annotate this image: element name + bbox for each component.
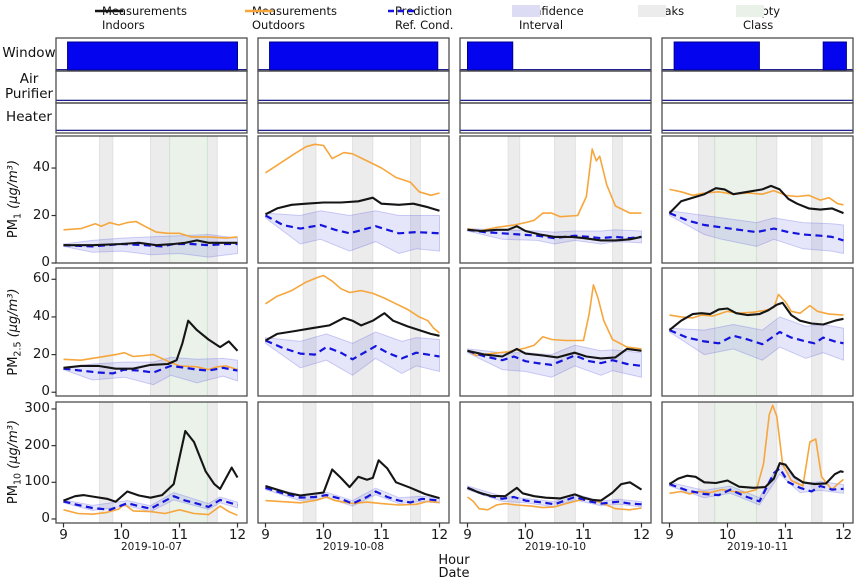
- x-tick-label: 11: [372, 527, 391, 543]
- x-tick-label: 9: [59, 527, 68, 543]
- legend-item-empty-class: Empty Class: [736, 4, 780, 32]
- x-tick-label: 11: [170, 527, 189, 543]
- x-tick-label: 10: [718, 527, 737, 543]
- x-tick-label: 9: [665, 527, 674, 543]
- x-tick-label: 10: [314, 527, 333, 543]
- window-row-label: Window: [2, 45, 56, 61]
- x-tick-label: 12: [632, 527, 651, 543]
- legend-item-measurements-outdoors: Measurements Outdoors: [245, 4, 337, 32]
- date-label: 2019-10-07: [120, 541, 183, 553]
- heater-row-label: Heater: [6, 109, 52, 125]
- y-tick-label: 40: [32, 307, 50, 324]
- air-purifier-row-label: Air Purifier: [4, 71, 54, 103]
- y-tick-label: 200: [24, 436, 50, 453]
- y-tick-label: 20: [32, 345, 50, 362]
- x-tick-label: 9: [463, 527, 472, 543]
- legend-item-prediction: Prediction Ref. Cond.: [388, 4, 453, 32]
- x-tick-label: 12: [228, 527, 247, 543]
- x-tick-label: 12: [430, 527, 449, 543]
- legend-item-breaks: Breaks: [638, 4, 684, 18]
- y-tick-label: 0: [41, 254, 50, 270]
- y-tick-label: 0: [41, 509, 50, 526]
- date-label: 2019-10-11: [726, 541, 789, 553]
- x-tick-label: 12: [834, 527, 853, 543]
- legend-item-confidence-interval: Confidence Interval: [512, 4, 584, 32]
- x-tick-label: 11: [776, 527, 795, 543]
- y-tick-label: 40: [32, 159, 50, 176]
- legend-label: Prediction Ref. Cond.: [395, 4, 454, 33]
- date-label: 2019-10-10: [524, 541, 587, 553]
- x-axis-title-hour: Hour: [438, 553, 470, 568]
- x-tick-label: 9: [261, 527, 270, 543]
- legend-label: Measurements Outdoors: [252, 4, 337, 33]
- x-axis-title-date: Date: [438, 566, 470, 581]
- legend-item-measurements-indoors: Measurements Indoors: [95, 4, 187, 32]
- y-tick-label: 300: [24, 399, 50, 416]
- x-tick-label: 10: [516, 527, 535, 543]
- x-tick-label: 10: [112, 527, 131, 543]
- y-tick-label: 60: [32, 270, 50, 287]
- y-tick-label: 0: [41, 383, 50, 400]
- y-tick-label: 100: [24, 473, 50, 490]
- x-tick-label: 11: [574, 527, 593, 543]
- y-tick-label: 20: [32, 206, 50, 223]
- legend-label: Measurements Indoors: [102, 4, 187, 33]
- date-label: 2019-10-08: [322, 541, 385, 553]
